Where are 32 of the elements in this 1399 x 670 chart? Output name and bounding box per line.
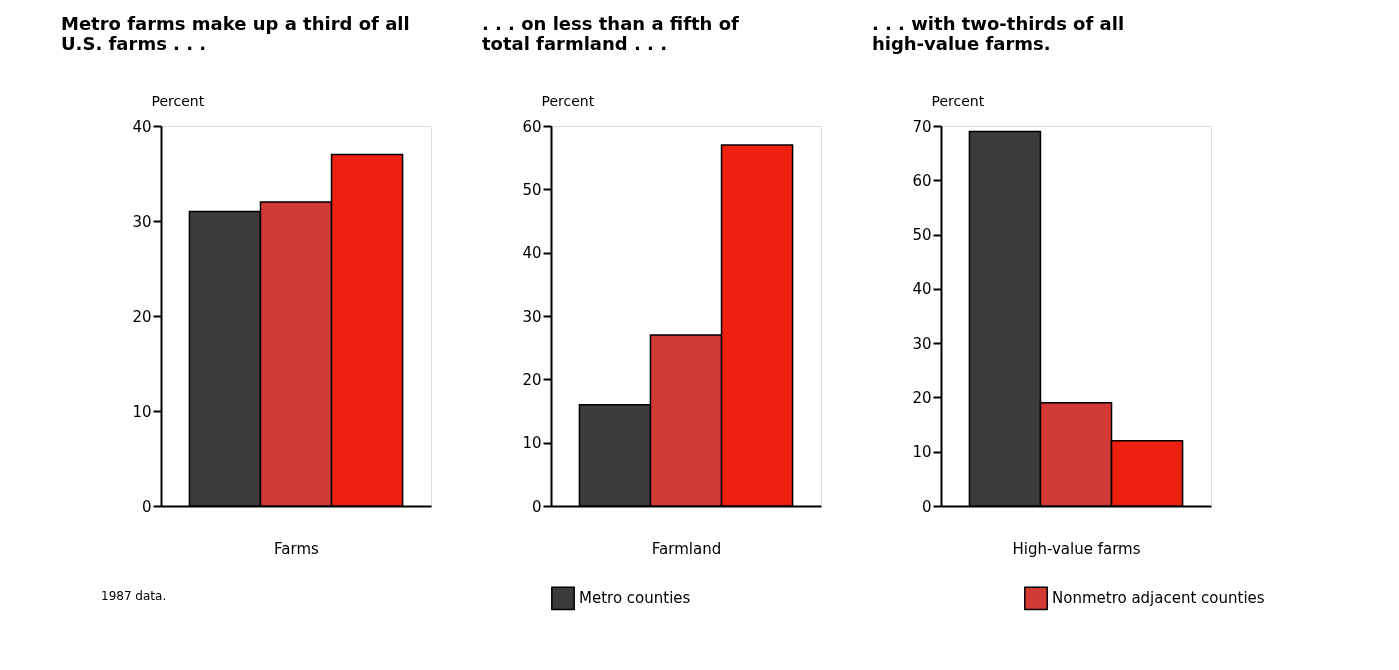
chart-title: Metro farms make up a third of all U.S. farms . . . [61, 13, 410, 54]
y-tick-label: 50 [912, 226, 932, 245]
y-tick-label: 10 [132, 402, 152, 421]
y-tick-label: 20 [912, 388, 932, 407]
y-tick-label: 40 [132, 117, 152, 136]
y-tick-label: 30 [912, 334, 932, 353]
y-tick-label: 20 [522, 370, 542, 389]
x-axis-title: Farms [274, 539, 320, 558]
y-axis-title: Percent [931, 92, 985, 109]
legend-label: Nonmetro adjacent counties [1052, 589, 1265, 608]
y-tick-label: 30 [522, 307, 542, 326]
y-tick-label: 70 [912, 117, 932, 136]
y-tick-label: 10 [522, 434, 542, 453]
y-tick-label: 0 [921, 497, 932, 516]
y-tick-label: 0 [531, 497, 542, 516]
text: 1987 data. [101, 589, 167, 603]
chart-title: . . . with two-thirds of all high-value farms. [871, 13, 1125, 54]
y-tick-label: 60 [912, 171, 932, 190]
chart-title: . . . on less than a fifth of total farmland . . . [481, 13, 740, 54]
y-tick-label: 30 [132, 212, 152, 231]
legend-label: Metro counties [579, 589, 691, 608]
x-axis-title: High-value farms [1012, 539, 1141, 558]
x-axis-title: Farmland [651, 539, 722, 558]
y-axis-title: Percent [151, 92, 205, 109]
y-tick-label: 50 [522, 180, 542, 199]
y-tick-label: 40 [522, 244, 542, 263]
y-tick-label: 0 [141, 497, 152, 516]
y-tick-label: 40 [912, 280, 932, 299]
y-axis-title: Percent [541, 92, 595, 109]
y-tick-label: 20 [132, 307, 152, 326]
y-tick-label: 60 [522, 117, 542, 136]
y-tick-label: 10 [912, 443, 932, 462]
